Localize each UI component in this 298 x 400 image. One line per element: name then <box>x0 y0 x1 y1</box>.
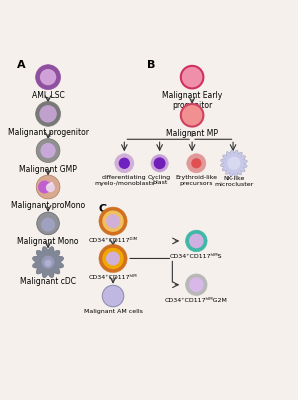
Circle shape <box>39 105 57 123</box>
Circle shape <box>50 182 53 185</box>
Circle shape <box>186 230 207 252</box>
Circle shape <box>99 244 127 272</box>
Text: Malignant Mono: Malignant Mono <box>17 237 79 246</box>
Circle shape <box>36 65 60 90</box>
Circle shape <box>102 210 124 232</box>
Text: C: C <box>99 204 107 214</box>
Circle shape <box>106 214 120 228</box>
Circle shape <box>181 104 204 126</box>
Circle shape <box>44 260 52 267</box>
Circle shape <box>151 154 168 172</box>
Polygon shape <box>221 150 247 177</box>
Text: NK-like
microcluster: NK-like microcluster <box>214 176 254 187</box>
Circle shape <box>115 154 134 173</box>
Text: CD34⁺CD117ʰᴵᴹG2M: CD34⁺CD117ʰᴵᴹG2M <box>165 298 228 303</box>
Text: A: A <box>17 60 26 70</box>
Circle shape <box>189 277 204 292</box>
Circle shape <box>36 139 60 162</box>
Circle shape <box>41 143 56 158</box>
Circle shape <box>46 183 55 192</box>
Text: Cycling
blast: Cycling blast <box>148 174 171 185</box>
Text: Malignant AM cells: Malignant AM cells <box>84 309 142 314</box>
Circle shape <box>40 69 56 85</box>
Circle shape <box>154 157 166 169</box>
Circle shape <box>102 285 124 307</box>
Text: Malignant GMP: Malignant GMP <box>19 165 77 174</box>
Text: Malignant proMono: Malignant proMono <box>11 201 85 210</box>
Text: B: B <box>147 60 155 70</box>
Text: differentiating
myelo-/monoblasts: differentiating myelo-/monoblasts <box>94 176 154 186</box>
Text: Malignant cDC: Malignant cDC <box>20 277 76 286</box>
Text: Malignant Early
progenitor: Malignant Early progenitor <box>162 91 222 110</box>
Circle shape <box>48 184 50 186</box>
Circle shape <box>36 102 60 126</box>
Circle shape <box>191 158 201 168</box>
Text: CD34⁺CD117ʰᴵᴹS: CD34⁺CD117ʰᴵᴹS <box>170 254 223 259</box>
Text: CD34⁺CD117ᴰᴵᴹ: CD34⁺CD117ᴰᴵᴹ <box>89 238 138 243</box>
Text: AML LSC: AML LSC <box>32 91 64 100</box>
Circle shape <box>119 158 130 169</box>
Polygon shape <box>32 246 64 278</box>
Circle shape <box>181 66 204 88</box>
Circle shape <box>189 234 204 248</box>
Circle shape <box>187 154 206 173</box>
Circle shape <box>186 274 207 296</box>
Text: Malignant progenitor: Malignant progenitor <box>7 128 89 137</box>
Circle shape <box>227 157 240 170</box>
Circle shape <box>102 248 124 269</box>
Text: Erythroid-like
precursors: Erythroid-like precursors <box>175 176 217 186</box>
Circle shape <box>99 207 127 235</box>
Circle shape <box>106 252 120 266</box>
Circle shape <box>36 175 60 199</box>
Circle shape <box>41 256 55 269</box>
Circle shape <box>37 212 59 235</box>
Circle shape <box>41 218 55 232</box>
Text: Malignant MP: Malignant MP <box>166 129 218 138</box>
Circle shape <box>38 180 51 194</box>
Text: CD34⁺CD117ʰᴵᴹ: CD34⁺CD117ʰᴵᴹ <box>89 275 137 280</box>
